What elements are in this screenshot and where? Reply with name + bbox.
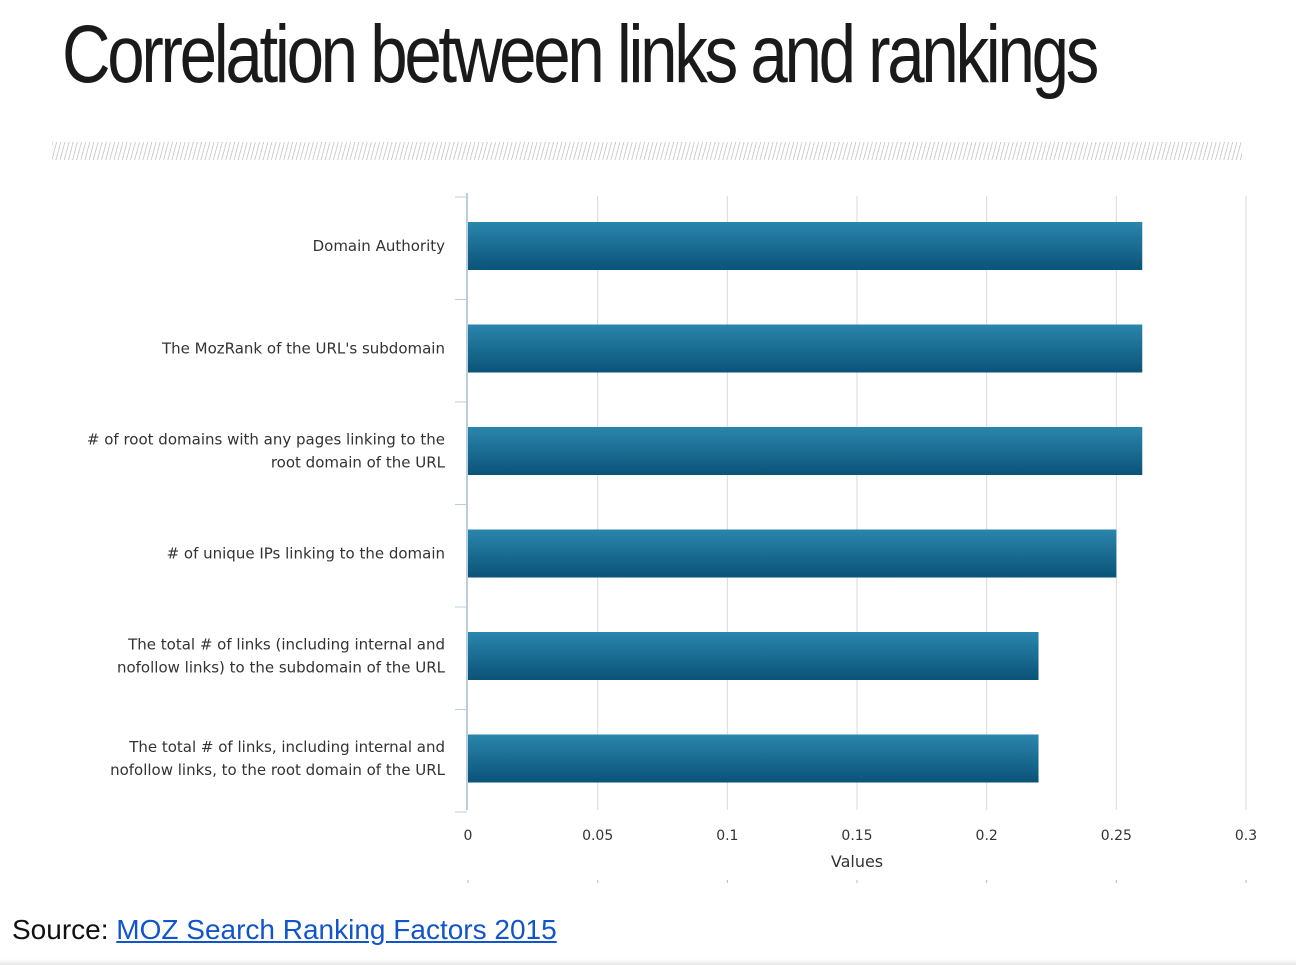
slide-title: Correlation between links and rankings — [62, 9, 1099, 100]
category-label: root domain of the URL — [271, 454, 446, 472]
category-label: nofollow links) to the subdomain of the … — [117, 659, 446, 677]
category-label: nofollow links, to the root domain of th… — [110, 761, 446, 779]
source-line: Source: MOZ Search Ranking Factors 2015 — [12, 914, 557, 946]
category-label: Domain Authority — [313, 237, 446, 255]
bar — [468, 632, 1039, 680]
x-tick-label: 0 — [464, 828, 473, 844]
grid-lines — [467, 196, 1247, 883]
x-axis-label: Values — [831, 852, 883, 871]
x-tick-label: 0.25 — [1101, 828, 1132, 844]
bar — [468, 734, 1039, 783]
bar — [468, 529, 1117, 578]
bars — [468, 222, 1143, 783]
title-divider — [52, 142, 1242, 160]
source-prefix: Source: — [12, 914, 117, 945]
x-tick-label: 0.15 — [841, 828, 872, 844]
bar-chart: Domain Authority The MozRank of the URL's… — [87, 193, 1258, 883]
x-tick-label: 0.05 — [582, 828, 613, 844]
bar — [468, 222, 1143, 270]
category-label: The total # of links, including internal… — [128, 738, 445, 756]
source-link[interactable]: MOZ Search Ranking Factors 2015 — [116, 914, 557, 945]
bar — [468, 324, 1143, 373]
x-tick-label: 0.2 — [976, 828, 998, 844]
y-axis — [455, 193, 468, 813]
category-label: The MozRank of the URL's subdomain — [161, 340, 445, 358]
x-tick-label: 0.3 — [1235, 828, 1257, 844]
category-label: The total # of links (including internal… — [127, 636, 445, 654]
x-tick-label: 0.1 — [716, 828, 738, 844]
bar — [468, 427, 1143, 475]
category-labels: Domain Authority The MozRank of the URL's… — [87, 237, 446, 779]
category-label: # of root domains with any pages linking… — [87, 431, 445, 449]
x-tick-labels: 0 0.05 0.1 0.15 0.2 0.25 0.3 — [464, 828, 1258, 844]
category-label: # of unique IPs linking to the domain — [167, 545, 445, 563]
footer-shadow — [0, 959, 1296, 965]
